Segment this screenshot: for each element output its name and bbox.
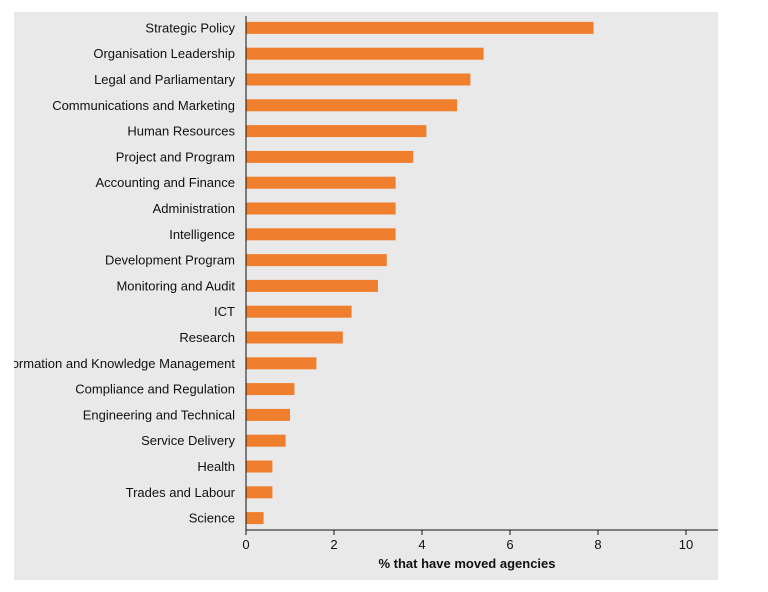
x-tick-label: 10 <box>679 537 693 552</box>
category-label: Organisation Leadership <box>93 46 235 61</box>
bar <box>246 460 273 473</box>
category-label: Administration <box>153 201 235 216</box>
x-axis-title: % that have moved agencies <box>378 556 555 571</box>
x-ticks: 0 2 4 6 8 10 <box>242 530 693 552</box>
bar <box>246 486 273 499</box>
x-tick-label: 4 <box>418 537 425 552</box>
chart-panel: Strategic Policy Organisation Leadership L… <box>0 12 718 580</box>
category-labels: Strategic Policy Organisation Leadership L… <box>0 20 236 526</box>
category-label: Human Resources <box>127 124 235 139</box>
bar <box>246 331 343 344</box>
bar <box>246 305 352 318</box>
x-tick-label: 6 <box>506 537 513 552</box>
category-label: Strategic Policy <box>145 20 235 35</box>
category-label: Engineering and Technical <box>83 407 235 422</box>
bar <box>246 279 378 292</box>
category-label: Trades and Labour <box>126 485 236 500</box>
bar <box>246 21 594 34</box>
bar <box>246 73 471 86</box>
category-label: ICT <box>214 304 235 319</box>
bars-group <box>246 21 594 525</box>
category-label: Research <box>179 330 235 345</box>
category-label: Science <box>189 511 235 526</box>
category-label: Communications and Marketing <box>52 98 235 113</box>
x-tick-label: 2 <box>330 537 337 552</box>
bar <box>246 357 317 370</box>
category-label: Monitoring and Audit <box>116 278 235 293</box>
bar <box>246 228 396 241</box>
bar <box>246 176 396 189</box>
category-label: Accounting and Finance <box>96 175 235 190</box>
category-label: Information and Knowledge Management <box>14 356 235 371</box>
bar <box>246 408 290 421</box>
x-tick-label: 0 <box>242 537 249 552</box>
bar <box>246 434 286 447</box>
bar <box>246 99 458 112</box>
category-label: Project and Program <box>116 149 235 164</box>
category-label: Development Program <box>105 253 235 268</box>
bar <box>246 125 427 138</box>
category-label: Legal and Parliamentary <box>94 72 235 87</box>
bar-chart: Strategic Policy Organisation Leadership L… <box>0 16 718 571</box>
bar <box>246 254 387 267</box>
category-label: Service Delivery <box>141 433 235 448</box>
bar <box>246 512 264 525</box>
x-tick-label: 8 <box>594 537 601 552</box>
bar <box>246 383 295 396</box>
bar <box>246 47 484 60</box>
category-label: Intelligence <box>169 227 235 242</box>
category-label: Compliance and Regulation <box>75 382 235 397</box>
bar <box>246 150 414 163</box>
category-label: Health <box>197 459 235 474</box>
bar <box>246 202 396 215</box>
